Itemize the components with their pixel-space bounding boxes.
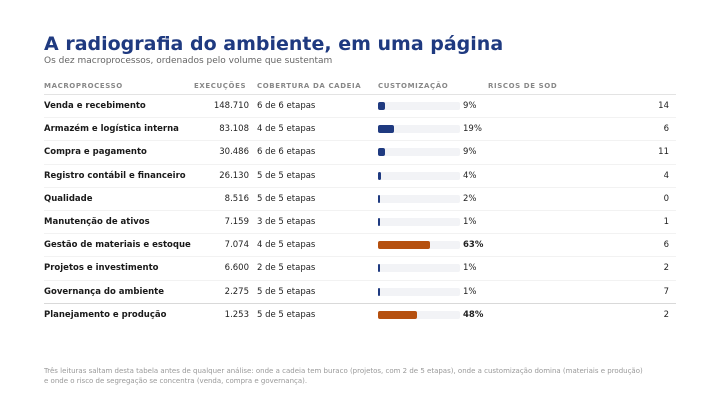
- macroprocess-table: MACROPROCESSO EXECUÇÕES COBERTURA DA CAD…: [44, 80, 676, 326]
- customizacao-bar-fill: [378, 264, 380, 273]
- customizacao-value: 1%: [463, 286, 477, 297]
- riscos-value: 4: [663, 170, 669, 181]
- customizacao-bar-track: [378, 217, 460, 226]
- table-row: Gestão de materiais e estoque 7.074 4 de 5…: [44, 234, 676, 258]
- macroprocess-name: Qualidade: [44, 193, 93, 204]
- cobertura-value: 5 de 5 etapas: [257, 170, 316, 181]
- macroprocess-name: Venda e recebimento: [44, 101, 146, 111]
- customizacao-bar-fill: [378, 171, 382, 180]
- header-riscos: RISCOS DE SOD: [488, 82, 558, 90]
- cobertura-value: 5 de 5 etapas: [257, 193, 316, 204]
- customizacao-bar-track: [378, 148, 460, 157]
- customizacao-bar-track: [378, 125, 460, 134]
- table-row: Manutenção de ativos 7.159 3 de 5 etapas 1%…: [44, 211, 676, 235]
- cobertura-value: 4 de 5 etapas: [257, 240, 316, 251]
- macroprocess-name: Governança do ambiente: [44, 286, 165, 297]
- customizacao-bar-track: [378, 264, 460, 273]
- macroprocess-name: Armazém e logística interna: [44, 124, 179, 135]
- macroprocess-name: Registro contábil e financeiro: [44, 170, 186, 181]
- customizacao-value: 2%: [463, 193, 477, 204]
- table-row: Venda e recebimento 148.710 6 de 6 etapas 9…: [44, 95, 676, 119]
- execucoes-value: 148.710: [213, 101, 249, 111]
- footnote: Três leituras saltam desta tabela antes …: [44, 367, 643, 385]
- execucoes-value: 7.074: [224, 240, 249, 251]
- customizacao-bar-fill: [378, 287, 380, 296]
- cobertura-value: 4 de 5 etapas: [257, 124, 316, 135]
- table-body: Venda e recebimento 148.710 6 de 6 etapas 9…: [44, 95, 676, 326]
- riscos-value: 1: [663, 216, 669, 227]
- table-row: Projetos e investimento 6.600 2 de 5 etapa…: [44, 257, 676, 281]
- riscos-value: 6: [663, 124, 669, 135]
- customizacao-bar-track: [378, 241, 460, 250]
- customizacao-bar-fill: [378, 148, 386, 157]
- cobertura-value: 2 de 5 etapas: [257, 263, 316, 274]
- customizacao-value: 9%: [463, 101, 477, 111]
- customizacao-bar-fill: [378, 241, 430, 250]
- riscos-value: 6: [663, 240, 669, 251]
- riscos-value: 0: [663, 193, 669, 204]
- table-row: Qualidade 8.516 5 de 5 etapas 2% 0: [44, 188, 676, 211]
- customizacao-value: 9%: [463, 147, 477, 158]
- customizacao-bar-fill: [378, 217, 380, 226]
- macroprocess-name: Compra e pagamento: [44, 147, 147, 158]
- cobertura-value: 5 de 5 etapas: [257, 309, 316, 320]
- customizacao-bar-track: [378, 310, 460, 319]
- execucoes-value: 26.130: [219, 170, 249, 181]
- customizacao-value: 19%: [463, 124, 482, 135]
- table-row: Armazém e logística interna 83.108 4 de 5 …: [44, 118, 676, 142]
- table-row: Registro contábil e financeiro 26.130 5 de…: [44, 165, 676, 188]
- header-cobertura: COBERTURA DA CADEIA: [257, 82, 362, 90]
- cobertura-value: 6 de 6 etapas: [257, 147, 316, 158]
- customizacao-value: 1%: [463, 263, 477, 274]
- customizacao-value: 4%: [463, 170, 477, 181]
- execucoes-value: 83.108: [219, 124, 249, 135]
- macroprocess-name: Gestão de materiais e estoque: [44, 240, 191, 251]
- customizacao-bar-track: [378, 287, 460, 296]
- table-row: Compra e pagamento 30.486 6 de 6 etapas 9% 1…: [44, 141, 676, 165]
- customizacao-bar-track: [378, 102, 460, 110]
- execucoes-value: 2.275: [224, 286, 249, 297]
- header-execucoes: EXECUÇÕES: [194, 82, 247, 90]
- customizacao-value: 48%: [463, 309, 484, 320]
- execucoes-value: 6.600: [224, 263, 249, 274]
- cobertura-value: 6 de 6 etapas: [257, 101, 316, 111]
- customizacao-bar-fill: [378, 125, 394, 134]
- execucoes-value: 8.516: [224, 193, 249, 204]
- riscos-value: 2: [663, 309, 669, 320]
- table-row: Governança do ambiente 2.275 5 de 5 etapas…: [44, 281, 676, 304]
- riscos-value: 11: [658, 147, 669, 158]
- riscos-value: 2: [663, 263, 669, 274]
- table-row: Planejamento e produção 1.253 5 de 5 etapa…: [44, 304, 676, 326]
- table-header: MACROPROCESSO EXECUÇÕES COBERTURA DA CAD…: [44, 80, 676, 95]
- customizacao-bar-fill: [378, 310, 418, 319]
- execucoes-value: 7.159: [224, 216, 249, 227]
- macroprocess-name: Projetos e investimento: [44, 263, 159, 274]
- customizacao-value: 63%: [463, 240, 484, 251]
- customizacao-bar-track: [378, 194, 460, 203]
- header-macroprocesso: MACROPROCESSO: [44, 82, 123, 90]
- customizacao-bar-fill: [378, 102, 386, 110]
- customizacao-bar-track: [378, 171, 460, 180]
- execucoes-value: 1.253: [224, 309, 249, 320]
- macroprocess-name: Planejamento e produção: [44, 309, 167, 320]
- riscos-value: 7: [663, 286, 669, 297]
- execucoes-value: 30.486: [219, 147, 249, 158]
- cobertura-value: 5 de 5 etapas: [257, 286, 316, 297]
- page-subtitle: Os dez macroprocessos, ordenados pelo vo…: [44, 56, 333, 66]
- customizacao-bar-fill: [378, 194, 380, 203]
- cobertura-value: 3 de 5 etapas: [257, 216, 316, 227]
- macroprocess-name: Manutenção de ativos: [44, 216, 150, 227]
- header-customizacao: CUSTOMIZAÇÃO: [378, 82, 449, 90]
- page-title: A radiografia do ambiente, em uma página: [44, 33, 504, 55]
- riscos-value: 14: [658, 101, 669, 111]
- customizacao-value: 1%: [463, 216, 477, 227]
